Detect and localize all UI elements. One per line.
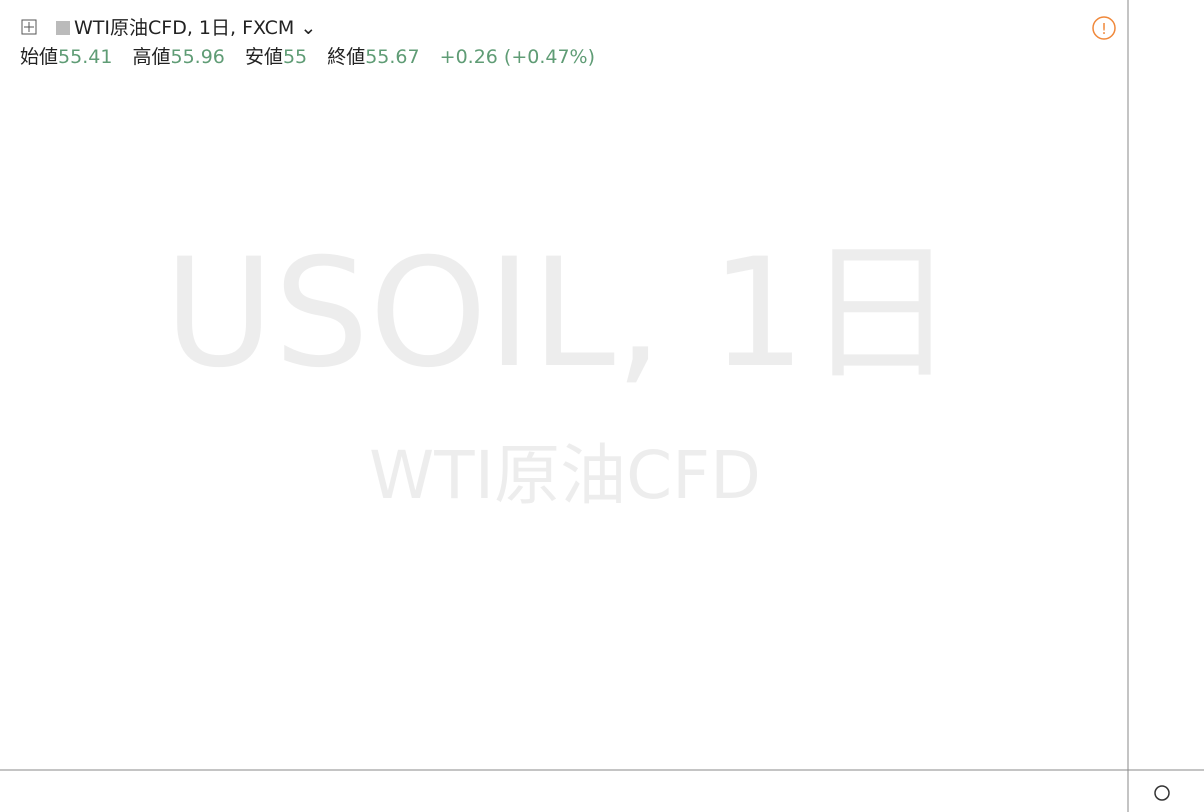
open-label: 始値: [20, 46, 59, 68]
title: WTI原油CFD, 1日, FXCM: [74, 17, 295, 39]
symbol-title: WTI原油CFD, 1日, FXCM ⌄: [20, 14, 609, 43]
watermark-sub: WTI原油CFD: [369, 437, 761, 514]
close-label: 終値: [327, 46, 366, 68]
low-value: 55: [282, 46, 308, 68]
high-value: 55.96: [170, 46, 225, 68]
change-value: +0.26 (+0.47%): [439, 46, 596, 68]
alert-icon[interactable]: [1092, 16, 1116, 40]
close-value: 55.67: [365, 46, 420, 68]
watermark: USOIL, 1日: [164, 227, 956, 401]
expand-icon[interactable]: [21, 19, 37, 35]
alert-icon-mark: !: [1101, 20, 1107, 38]
ohlc-values: 始値55.41 高値55.96 安値55 終値55.67 +0.26 (+0.4…: [20, 43, 609, 72]
high-label: 高値: [132, 46, 171, 68]
open-value: 55.41: [58, 46, 113, 68]
legend-header: WTI原油CFD, 1日, FXCM ⌄ 始値55.41 高値55.96 安値5…: [20, 14, 609, 72]
low-label: 安値: [244, 46, 283, 68]
settings-icon[interactable]: [1154, 785, 1170, 801]
